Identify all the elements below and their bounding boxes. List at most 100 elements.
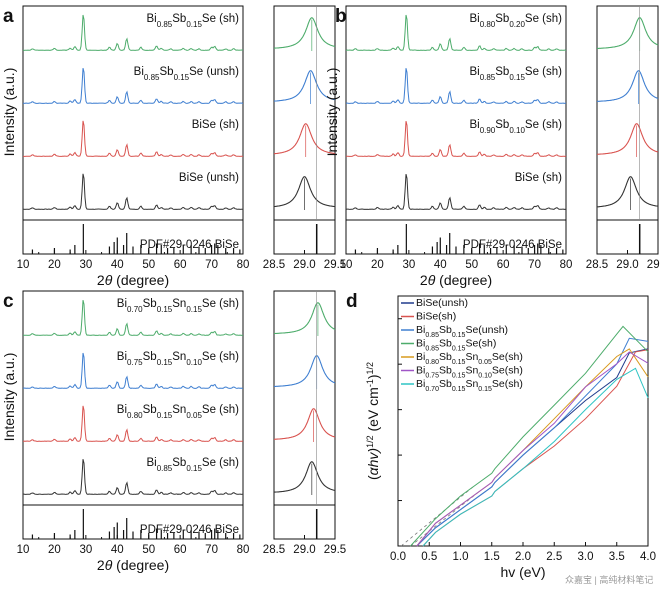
label-part: Sb	[439, 351, 452, 363]
label-part: Bi	[117, 404, 127, 416]
x-tick-label: 20	[48, 259, 61, 271]
subscript: 0.70	[127, 305, 143, 314]
legend-label: Bi0.85Sb0.15Se(unsh)	[416, 324, 508, 339]
x-tick-label: 40	[111, 544, 124, 556]
x-tick-label: 2.5	[546, 551, 562, 563]
zoom-peak-line	[273, 461, 336, 493]
x-axis-label: 2θ (degree)	[420, 272, 492, 288]
x-tick-label: 80	[237, 544, 250, 556]
zoom-peak-line	[273, 176, 336, 208]
xrd-series-line	[22, 459, 244, 495]
zoom-peak-line	[597, 123, 659, 155]
label-part: Se(sh)	[492, 378, 523, 390]
x-tick-label: 30	[402, 259, 415, 271]
legend-label: BiSe(unsh)	[416, 297, 468, 309]
legend-label: Bi0.85Sb0.15Se(sh)	[416, 338, 496, 353]
subscript: 0.75	[425, 372, 439, 379]
label-part: Se (sh)	[202, 457, 239, 469]
label-part: Bi	[416, 324, 425, 336]
label-part: BiSe (sh)	[192, 119, 239, 131]
tauc-series-line	[416, 351, 649, 547]
panel-c-xrd: 10 20 30 40 50 60 70 80 28.5 29.0 29.5 2θ (degree) I…	[1, 290, 346, 573]
x-tick-label: 60	[174, 544, 187, 556]
subscript: 0.10	[509, 126, 525, 135]
subscript: 0.85	[157, 20, 173, 29]
x-tick-label: 3.0	[578, 551, 594, 563]
label-part: Sb	[143, 351, 157, 363]
subscript: 0.15	[452, 332, 466, 339]
x-tick-label: 70	[528, 259, 541, 271]
label-part: Sn	[172, 351, 186, 363]
subscript: 0.85	[425, 332, 439, 339]
label-part: BiSe(unsh)	[416, 297, 468, 309]
label-part: Se(unsh)	[465, 324, 508, 336]
x-tick-label: 30	[79, 544, 92, 556]
subscript: 0.85	[480, 73, 496, 82]
zoom-tick-label: 29.0	[616, 259, 638, 271]
x-label-post: (degree)	[435, 272, 492, 288]
x-label-theta: θ	[105, 272, 113, 288]
label-part: BiSe (unsh)	[179, 172, 239, 184]
zoom-tick-label: 29.5	[324, 259, 346, 271]
subscript: 0.10	[478, 372, 492, 379]
zoom-peak-line	[274, 302, 336, 335]
y-label-part: 1/2	[365, 435, 375, 448]
label-part: Sb	[143, 404, 157, 416]
zoom-peak-line	[274, 355, 336, 387]
x-label-pre: 2	[97, 272, 105, 288]
subscript: 0.15	[452, 386, 466, 393]
subscript: 0.10	[186, 358, 202, 367]
series-label: Bi0.85Sb0.15Se (sh)	[146, 13, 239, 29]
series-label: Bi0.85Sb0.15Se (unsh)	[134, 66, 239, 82]
x-tick-label: 4.0	[640, 551, 656, 563]
y-label-part: (eV cm	[365, 387, 381, 435]
subscript: 0.15	[186, 464, 202, 473]
label-part: Sb	[495, 66, 509, 78]
y-axis-label: (αhv)1/2 (eV cm-1)1/2	[365, 362, 381, 480]
x-tick-label: 60	[174, 259, 187, 271]
x-tick-label: 70	[205, 259, 218, 271]
x-tick-label: 50	[465, 259, 478, 271]
x-tick-label: 40	[111, 259, 124, 271]
label-part: Bi	[117, 298, 127, 310]
xrd-series-line	[22, 120, 244, 157]
label-part: Sn	[465, 351, 478, 363]
zoom-peak-line	[274, 123, 336, 155]
zoom-tick-label: 29.0	[293, 544, 315, 556]
x-tick-label: 0.0	[390, 551, 406, 563]
label-part: Se(sh)	[465, 338, 496, 350]
subscript: 0.15	[509, 73, 525, 82]
label-part: Bi	[416, 338, 425, 350]
x-tick-label: 80	[237, 259, 250, 271]
panel-b-xrd: 10 20 30 40 50 60 70 80 28.5 29.0 29.5 2θ (degree) I…	[324, 5, 660, 288]
y-axis-label: Intensity (a.u.)	[1, 353, 17, 442]
x-axis-label: hv (eV)	[500, 564, 545, 580]
label-part: Sn	[465, 365, 478, 377]
label-part: Bi	[146, 457, 156, 469]
label-part: Sb	[439, 324, 452, 336]
series-label: Bi0.85Sb0.15Se (sh)	[146, 457, 239, 473]
zoom-tick-label: 28.5	[263, 544, 285, 556]
panel-letter-a: a	[3, 6, 14, 27]
label-part: Bi	[469, 13, 479, 25]
legend-label: Bi0.70Sb0.15Sn0.15Se(sh)	[416, 378, 523, 393]
label-part: Bi	[416, 365, 425, 377]
label-part: Se(sh)	[492, 365, 523, 377]
label-part: Se (sh)	[525, 13, 562, 25]
xrd-series-line	[23, 173, 244, 210]
label-part: Se (sh)	[525, 119, 562, 131]
subscript: 0.70	[425, 386, 439, 393]
extrapolation-line	[410, 491, 480, 547]
series-label: Bi0.75Sb0.15Sn0.10Se (sh)	[117, 351, 239, 367]
tauc-series-line	[422, 367, 649, 547]
y-label-part: hv)	[365, 448, 381, 467]
zoom-tick-label: 29.5	[324, 544, 346, 556]
label-part: Bi	[469, 119, 479, 131]
xrd-series-line	[345, 68, 567, 104]
pdf-label: PDF#29-0246 BiSe	[140, 524, 239, 536]
label-part: Bi	[416, 351, 425, 363]
panel-a-xrd: 10 20 30 40 50 60 70 80 28.5 29.0 29.5 2θ (degree) I…	[1, 5, 346, 288]
series-label: BiSe (sh)	[192, 119, 239, 131]
label-part: Sb	[439, 378, 452, 390]
